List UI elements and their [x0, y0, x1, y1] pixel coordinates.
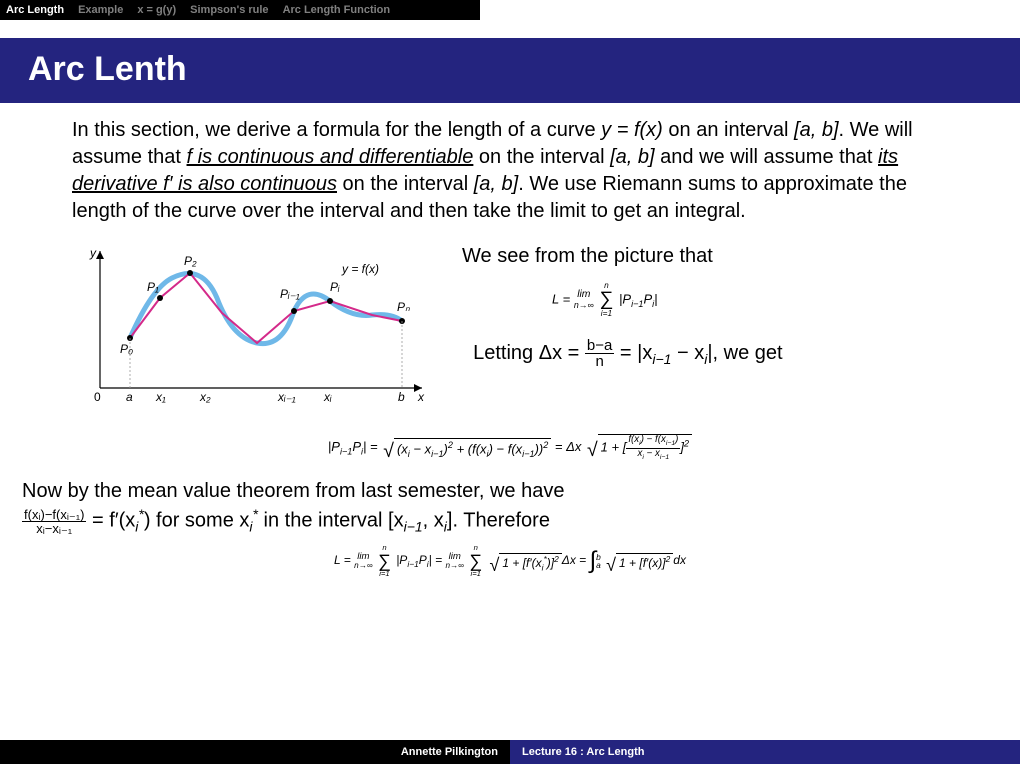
nav-item-example[interactable]: Example [78, 4, 123, 16]
svg-text:y = f(x): y = f(x) [341, 262, 379, 276]
mvt-line2: f(xᵢ)−f(xᵢ₋₁)xᵢ−xᵢ₋₁ = f′(xi*) for some … [22, 505, 948, 537]
svg-text:0: 0 [94, 390, 101, 404]
formula-final-integral: L = limn→∞ n∑i=1 |Pi−1Pi| = limn→∞ n∑i=1… [72, 544, 948, 577]
svg-text:Pᵢ₋₁: Pᵢ₋₁ [280, 287, 300, 301]
formula-limit-sum: L = limn→∞ n∑i=1 |Pi−1Pi| [552, 282, 948, 318]
svg-text:b: b [398, 390, 405, 404]
nav-item-arc-length[interactable]: Arc Length [6, 4, 64, 16]
curve-graph: y x P₀ P₁ P₂ Pᵢ₋₁ Pᵢ Pₙ y = [72, 243, 432, 421]
svg-text:a: a [126, 390, 133, 404]
title-bar: Arc Lenth [0, 38, 1020, 103]
nav-item-arc-length-fn[interactable]: Arc Length Function [283, 4, 391, 16]
svg-text:xᵢ₋₁: xᵢ₋₁ [277, 390, 296, 404]
svg-text:xᵢ: xᵢ [323, 390, 332, 404]
svg-text:P₁: P₁ [147, 280, 159, 294]
footer-author: Annette Pilkington [0, 746, 510, 758]
slide-content: In this section, we derive a formula for… [0, 103, 1020, 578]
nav-item-x-gy[interactable]: x = g(y) [137, 4, 176, 16]
svg-text:P₂: P₂ [184, 254, 197, 268]
svg-text:Pᵢ: Pᵢ [330, 280, 340, 294]
picture-line: We see from the picture that [462, 243, 948, 270]
svg-text:y: y [89, 246, 97, 260]
svg-text:P₀: P₀ [120, 342, 133, 356]
nav-item-simpson[interactable]: Simpson's rule [190, 4, 268, 16]
intro-paragraph: In this section, we derive a formula for… [72, 117, 948, 225]
footer: Annette Pilkington Lecture 16 : Arc Leng… [0, 740, 1020, 764]
top-nav: Arc Length Example x = g(y) Simpson's ru… [0, 0, 480, 20]
svg-text:x₁: x₁ [155, 390, 166, 404]
letting-line: Letting Δx = b−an = |xi−1 − xi|, we get [462, 338, 948, 369]
right-column: We see from the picture that L = limn→∞ … [462, 243, 948, 421]
formula-distance: |Pi−1Pi| = (xi − xi−1)2 + (f(xi) − f(xi−… [72, 433, 948, 462]
mvt-line1: Now by the mean value theorem from last … [22, 478, 948, 505]
page-title: Arc Lenth [28, 50, 992, 89]
svg-text:Pₙ: Pₙ [397, 300, 410, 314]
footer-lecture: Lecture 16 : Arc Length [510, 740, 1020, 764]
svg-text:x: x [417, 390, 425, 404]
svg-text:x₂: x₂ [199, 390, 211, 404]
